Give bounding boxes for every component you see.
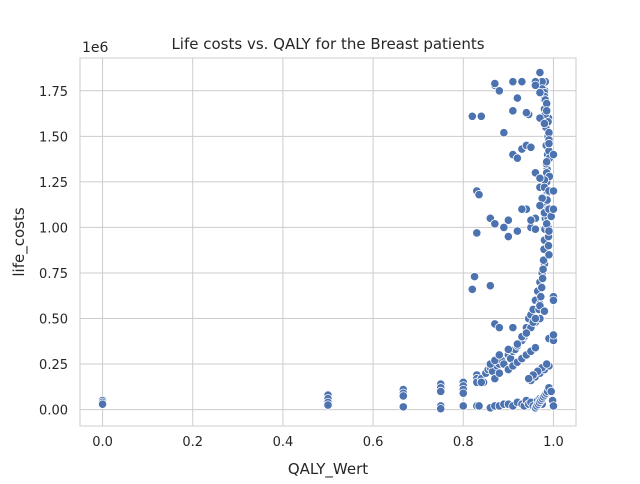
scatter-point xyxy=(548,401,559,411)
x-tick-label: 0.8 xyxy=(453,435,474,450)
scatter-point xyxy=(530,313,541,324)
scatter-point xyxy=(490,219,500,229)
scatter-point xyxy=(521,328,532,338)
scatter-point xyxy=(548,186,559,196)
scatter-point xyxy=(542,359,552,369)
scatter-point xyxy=(535,67,545,78)
scatter-point xyxy=(503,231,513,242)
scatter-point xyxy=(544,139,554,149)
scatter-point xyxy=(544,226,554,236)
y-tick-label: 0.25 xyxy=(39,358,68,373)
y-tick-label: 1.25 xyxy=(39,176,68,191)
x-tick-label: 0.2 xyxy=(182,435,203,450)
y-tick-label: 1.50 xyxy=(39,130,68,145)
scatter-point xyxy=(517,204,527,214)
y-tick-label: 0.75 xyxy=(39,267,68,282)
scatter-point xyxy=(508,323,518,333)
x-gridlines xyxy=(102,58,554,426)
scatter-point xyxy=(494,86,504,96)
scatter-point xyxy=(524,374,534,384)
y-tick-label: 0.00 xyxy=(39,404,68,419)
scatter-point xyxy=(548,330,559,340)
scatter-point xyxy=(474,401,484,411)
scatter-point xyxy=(548,204,559,214)
x-tick-labels: 0.0 0.2 0.4 0.6 0.8 1.0 xyxy=(92,435,564,450)
scatter-point xyxy=(548,295,559,305)
chart-title: Life costs vs. QALY for the Breast patie… xyxy=(171,35,484,53)
scatter-point xyxy=(499,128,509,138)
scatter-point xyxy=(503,344,513,355)
scatter-point xyxy=(485,281,495,291)
scatter-point xyxy=(476,111,486,121)
x-tick-label: 0.4 xyxy=(273,435,294,450)
scatter-points xyxy=(97,67,559,414)
scatter-point xyxy=(548,149,559,160)
scatter-point xyxy=(512,153,522,163)
scatter-point xyxy=(472,228,482,238)
scatter-point xyxy=(530,224,541,234)
scatter-point xyxy=(539,306,550,316)
scatter-point xyxy=(546,386,556,396)
scatter-point xyxy=(538,255,549,265)
scatter-point xyxy=(535,88,545,98)
scatter-point xyxy=(97,399,108,409)
scatter-point xyxy=(494,323,504,333)
scatter-point xyxy=(494,368,504,378)
scatter-point xyxy=(436,404,446,414)
y-tick-labels: 0.00 0.25 0.50 0.75 1.00 1.25 1.50 1.75 xyxy=(39,85,68,419)
scatter-point xyxy=(467,284,477,294)
scatter-point xyxy=(323,400,333,410)
scatter-point xyxy=(542,157,552,167)
x-tick-label: 1.0 xyxy=(543,435,564,450)
y-tick-label: 1.00 xyxy=(39,221,68,236)
y-tick-label: 0.50 xyxy=(39,313,68,328)
scatter-point xyxy=(512,339,522,349)
y-axis-label: life_costs xyxy=(10,207,29,276)
scatter-point xyxy=(436,386,446,396)
scatter-point xyxy=(499,222,509,233)
scatter-point xyxy=(512,93,522,103)
scatter-point xyxy=(512,226,522,236)
scatter-point xyxy=(503,215,513,225)
scatter-point xyxy=(537,282,547,293)
scatter-point xyxy=(543,241,554,251)
scatter-point xyxy=(476,377,486,387)
scatter-point xyxy=(536,292,546,302)
y-offset-label: 1e6 xyxy=(82,40,109,56)
scatter-point xyxy=(517,77,527,87)
x-axis-label: QALY_Wert xyxy=(288,460,368,479)
scatter-point xyxy=(508,77,518,87)
scatter-point xyxy=(526,215,536,225)
scatter-point xyxy=(535,173,545,183)
scatter-point xyxy=(538,273,548,284)
x-tick-label: 0.0 xyxy=(92,435,113,450)
scatter-point xyxy=(539,118,550,129)
scatter-point xyxy=(544,250,554,260)
scatter-point xyxy=(458,401,468,411)
scatter-point xyxy=(538,264,548,274)
scatter-point xyxy=(467,111,477,121)
y-tick-label: 1.75 xyxy=(39,85,68,100)
scatter-point xyxy=(398,391,408,401)
scatter-point xyxy=(530,343,541,353)
scatter-point xyxy=(469,272,480,282)
scatter-point xyxy=(526,142,536,152)
scatter-point xyxy=(474,190,484,200)
scatter-point xyxy=(458,388,468,398)
scatter-point xyxy=(398,402,408,412)
scatter-point xyxy=(521,108,532,118)
x-tick-label: 0.6 xyxy=(363,435,384,450)
scatter-point xyxy=(530,80,541,90)
scatter-point xyxy=(542,106,552,116)
scatter-point xyxy=(490,78,500,89)
scatter-point xyxy=(535,200,545,211)
scatter-point xyxy=(494,350,504,360)
scatter-point xyxy=(508,106,518,116)
